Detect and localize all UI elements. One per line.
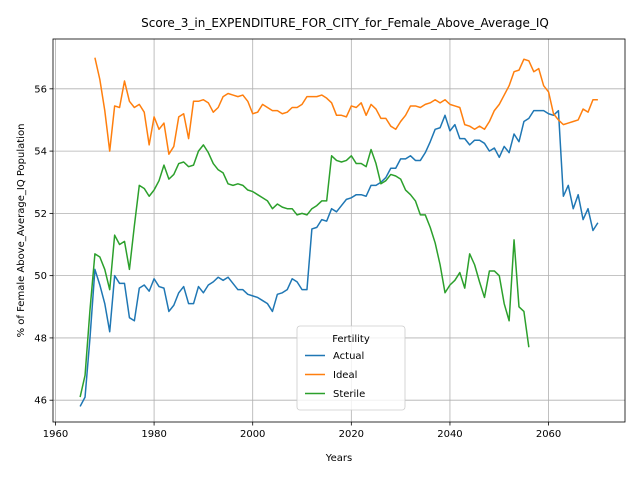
x-tick-label: 2020: [339, 429, 364, 440]
y-axis-label: % of Female Above_Average_IQ Population: [16, 124, 27, 338]
x-tick-label: 2060: [536, 429, 561, 440]
x-tick-label: 2040: [437, 429, 462, 440]
y-tick-label: 50: [34, 271, 47, 282]
series-line-actual: [79, 109, 599, 407]
legend-box: [296, 325, 406, 411]
y-tick-label: 52: [34, 209, 47, 220]
y-tick-label: 48: [34, 333, 47, 344]
y-tick-label: 46: [34, 396, 47, 407]
chart-title: Score_3_in_EXPENDITURE_FOR_CITY_for_Fema…: [141, 16, 549, 30]
series-line-sterile: [79, 144, 530, 398]
series-line-ideal: [94, 57, 598, 155]
x-tick-label: 1980: [141, 429, 166, 440]
y-tick-label: 56: [34, 84, 47, 95]
y-tick-label: 54: [34, 147, 47, 158]
grid-lines: [53, 39, 625, 422]
legend-label-actual: Actual: [333, 351, 364, 362]
legend-label-ideal: Ideal: [333, 370, 357, 381]
plot-frame: [52, 38, 626, 423]
legend-title: Fertility: [332, 334, 370, 345]
series-lines: [79, 57, 599, 407]
x-tick-label: 2000: [240, 429, 265, 440]
legend-label-sterile: Sterile: [333, 389, 365, 400]
x-tick-label: 1960: [43, 429, 68, 440]
x-axis-label: Years: [325, 453, 352, 464]
y-axis-ticks: 46 48 50 52 54 56: [34, 84, 53, 407]
x-axis-ticks: 1960 1980 2000 2020 2040 2060: [43, 422, 561, 440]
legend: Fertility Actual Ideal Sterile: [296, 325, 406, 411]
